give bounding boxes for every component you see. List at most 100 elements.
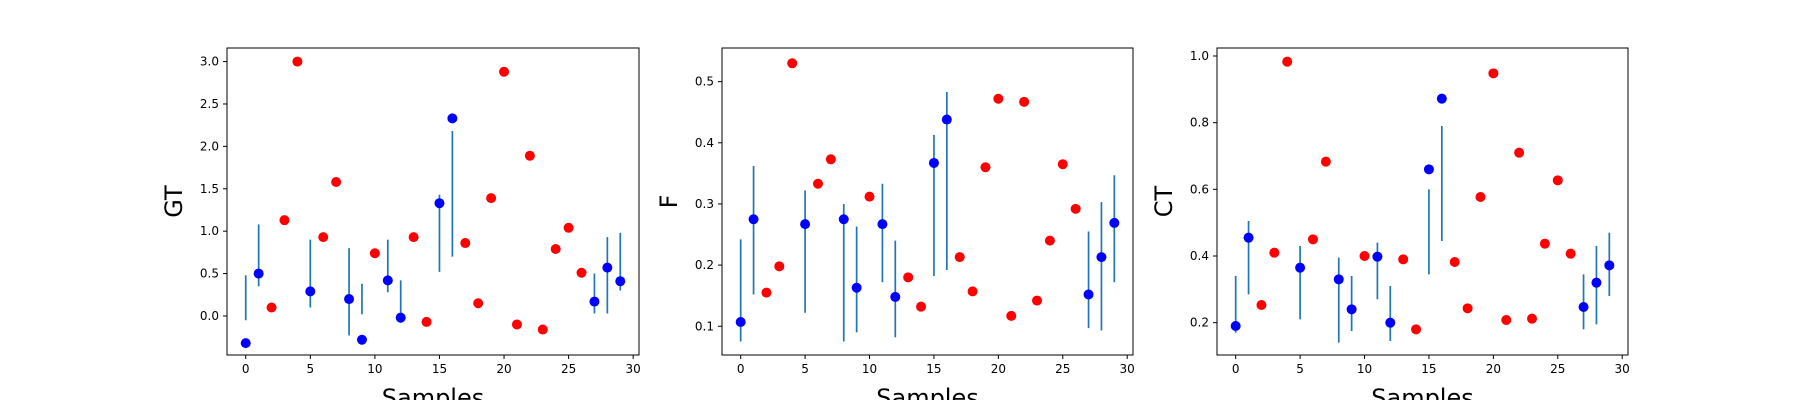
x-tick-label: 25	[561, 362, 576, 376]
data-point	[1604, 260, 1615, 271]
data-point	[1488, 68, 1499, 79]
axes-frame	[721, 47, 1134, 356]
data-point	[941, 114, 952, 125]
y-tick-label: 2.5	[200, 97, 219, 111]
data-point	[890, 291, 901, 302]
x-tick-label: 30	[1615, 362, 1630, 376]
data-point	[954, 252, 965, 263]
data-point	[1398, 254, 1409, 265]
data-point	[524, 150, 535, 161]
x-tick-label: 15	[432, 362, 447, 376]
x-tick-label: 20	[1486, 362, 1501, 376]
x-tick-label: 0	[737, 362, 745, 376]
data-point	[563, 222, 574, 233]
y-tick-label: 0.1	[695, 319, 714, 333]
data-point	[851, 282, 862, 293]
data-point	[1552, 175, 1563, 186]
data-point	[1269, 247, 1280, 258]
data-point	[447, 113, 458, 124]
data-point	[787, 58, 798, 69]
data-point	[1032, 295, 1043, 306]
data-point	[1333, 274, 1344, 285]
x-tick-label: 30	[1120, 362, 1135, 376]
data-point	[928, 157, 939, 168]
data-point	[1243, 232, 1254, 243]
data-point	[382, 275, 393, 286]
data-point	[1096, 252, 1107, 263]
data-point	[916, 301, 927, 312]
y-tick-label: 0.4	[1190, 249, 1209, 263]
data-point	[318, 232, 329, 243]
axes-frame	[1216, 47, 1629, 356]
data-point	[1462, 303, 1473, 314]
data-point	[993, 93, 1004, 104]
data-point	[460, 238, 471, 249]
data-point	[1539, 238, 1550, 249]
y-tick-label: 0.5	[200, 267, 219, 281]
data-point	[1083, 289, 1094, 300]
data-point	[537, 324, 548, 335]
x-tick-label: 30	[626, 362, 641, 376]
y-tick-label: 1.0	[1190, 49, 1209, 63]
x-tick-label: 5	[801, 362, 809, 376]
x-tick-label: 25	[1055, 362, 1070, 376]
data-point	[331, 176, 342, 187]
data-point	[602, 262, 613, 273]
x-tick-label: 15	[926, 362, 941, 376]
data-point	[305, 286, 316, 297]
data-point	[1423, 164, 1434, 175]
x-tick-label: 25	[1550, 362, 1565, 376]
data-point	[253, 268, 264, 279]
y-axis-label: GT	[160, 185, 188, 218]
x-tick-label: 20	[496, 362, 511, 376]
data-point	[877, 219, 888, 230]
data-point	[967, 286, 978, 297]
data-point	[421, 316, 432, 327]
data-point	[1385, 317, 1396, 328]
data-point	[1282, 56, 1293, 67]
data-point	[761, 287, 772, 298]
data-point	[1019, 96, 1030, 107]
data-point	[864, 191, 875, 202]
data-point	[240, 338, 251, 349]
y-tick-label: 0.0	[200, 309, 219, 323]
data-point	[395, 312, 406, 323]
data-point	[486, 193, 497, 204]
y-tick-label: 0.3	[695, 197, 714, 211]
data-point	[1372, 251, 1383, 262]
data-point	[1307, 234, 1318, 245]
data-point	[1320, 156, 1331, 167]
plot-area	[227, 48, 639, 355]
data-point	[473, 298, 484, 309]
subplot: 0 5 10 15 20 25 30 0.1 0.2 0.3 0.4 0.5 Samples F	[655, 47, 1135, 400]
data-point	[408, 232, 419, 243]
data-point	[344, 294, 355, 305]
x-tick-label: 0	[1232, 362, 1240, 376]
y-tick-label: 0.8	[1190, 116, 1209, 130]
x-axis-label: Samples	[876, 384, 979, 400]
data-point	[434, 198, 445, 209]
data-point	[1346, 304, 1357, 315]
y-tick-label: 1.5	[200, 182, 219, 196]
y-tick-label: 1.0	[200, 224, 219, 238]
subplot: 0 5 10 15 20 25 30 0.0 0.5 1.0 1.5 2.0 2.5 3.0 Samples…	[160, 47, 641, 400]
x-tick-label: 5	[306, 362, 314, 376]
data-point	[1057, 159, 1068, 170]
y-axis-label: F	[655, 195, 683, 209]
data-point	[615, 276, 626, 287]
data-point	[1109, 217, 1120, 228]
x-tick-label: 10	[367, 362, 382, 376]
data-point	[1565, 248, 1576, 259]
axes-frame	[226, 47, 640, 356]
data-point	[1359, 251, 1370, 261]
data-point	[292, 56, 303, 67]
data-point	[838, 214, 849, 225]
data-point	[266, 302, 277, 313]
x-axis-label: Samples	[382, 384, 485, 400]
subplot: 0 5 10 15 20 25 30 0.2 0.4 0.6 0.8 1.0 Samples CT	[1150, 47, 1630, 400]
data-point	[812, 178, 823, 189]
y-tick-label: 3.0	[200, 55, 219, 69]
x-tick-label: 5	[1296, 362, 1304, 376]
data-point	[1501, 315, 1512, 325]
